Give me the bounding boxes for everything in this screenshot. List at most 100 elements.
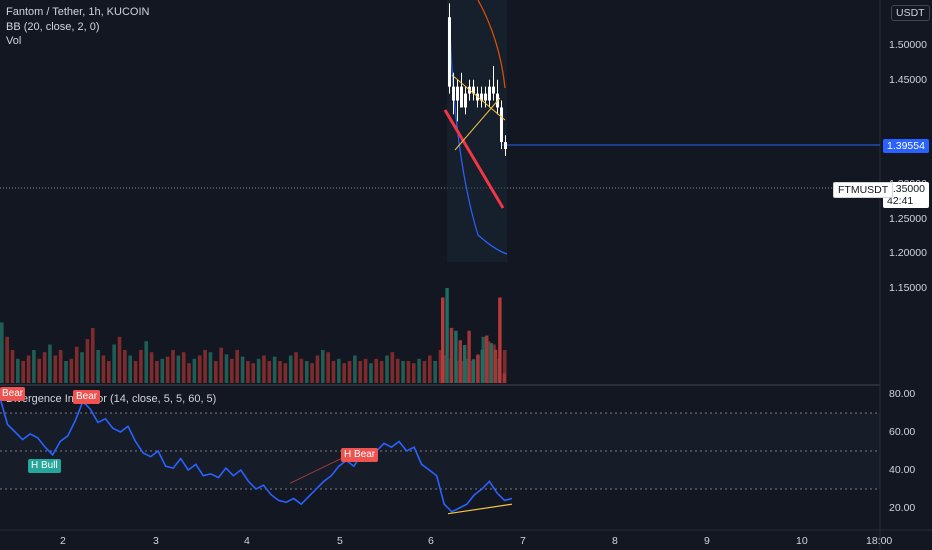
volume-bar <box>294 352 298 383</box>
volume-bar <box>498 297 502 383</box>
volume-bar <box>37 358 42 383</box>
volume-bar <box>224 354 229 383</box>
volume-bar <box>337 358 341 383</box>
price-tick-label: 1.45000 <box>889 73 927 86</box>
red-trend-line <box>443 109 505 209</box>
volume-bar <box>219 347 223 383</box>
time-tick-label: 2 <box>60 535 66 547</box>
volume-bar <box>246 361 250 383</box>
volume-bar <box>401 361 405 383</box>
volume-bar <box>502 373 506 383</box>
volume-bar <box>331 361 336 383</box>
symbol-price-label: FTMUSDT <box>833 182 894 198</box>
volume-bar <box>240 356 245 383</box>
candle-body <box>504 142 507 150</box>
volume-bar <box>445 288 449 383</box>
candle-body <box>484 93 487 101</box>
volume-bar <box>438 350 443 383</box>
oscillator-tick-label: 40.00 <box>889 464 916 476</box>
volume-bar <box>26 355 31 383</box>
vol-indicator-label[interactable]: Vol <box>6 35 22 47</box>
volume-bar <box>465 358 470 383</box>
volume-bar <box>458 340 462 383</box>
volume-bar <box>197 355 202 383</box>
trend-drawings <box>443 74 506 209</box>
volume-bar <box>358 361 363 383</box>
volume-bar <box>486 341 491 383</box>
symbol-title: Fantom / Tether, 1h, KUCOIN <box>6 6 150 18</box>
volume-bar <box>283 363 288 383</box>
volume-bar <box>149 352 154 383</box>
candle-body <box>488 86 491 101</box>
volume-bar <box>16 358 20 383</box>
volume-bar <box>449 327 454 383</box>
volume-bar <box>230 358 234 383</box>
volume-bar <box>267 361 272 383</box>
volume-bar <box>411 363 416 383</box>
candle-body <box>472 86 475 94</box>
candle-body <box>464 93 467 108</box>
currency-button[interactable]: USDT <box>891 5 930 21</box>
volume-bar <box>48 344 52 383</box>
volume-bar <box>64 361 68 383</box>
current-price-value: 1.35000 <box>887 183 925 195</box>
time-tick-label: 4 <box>244 535 250 547</box>
volume-bar <box>107 361 111 383</box>
bb-indicator-label[interactable]: BB (20, close, 2, 0) <box>6 21 100 33</box>
volume-bar <box>288 355 293 383</box>
volume-bar <box>53 355 58 383</box>
volume-bar <box>80 352 84 383</box>
price-tick-label: 1.25000 <box>889 212 927 225</box>
volume-bar <box>347 361 352 383</box>
volume-bar <box>353 355 357 383</box>
volume-bar <box>454 330 458 383</box>
volume-bar <box>32 350 36 383</box>
volume-bar <box>203 350 207 383</box>
volume-bar <box>342 363 346 383</box>
candle-body <box>456 86 459 101</box>
volume-bar <box>422 361 427 383</box>
volume-bar <box>395 358 400 383</box>
price-tick-label: 1.20000 <box>889 247 927 260</box>
volume-bar <box>299 358 304 383</box>
hidden-bear-label: H Bear <box>341 448 379 462</box>
volume-bar <box>363 358 368 383</box>
hidden-bull-label: H Bull <box>28 459 61 473</box>
volume-bar <box>192 358 197 383</box>
candle-body <box>460 86 463 108</box>
wedge-upper-line <box>451 74 506 121</box>
volume-bar <box>369 363 373 383</box>
volume-bar <box>5 336 9 383</box>
oscillator-tick-label: 60.00 <box>889 426 916 438</box>
price-tick-label: 1.50000 <box>889 39 927 51</box>
volume-bar <box>315 355 320 383</box>
volume-bar <box>214 361 218 383</box>
candle-body <box>452 86 455 101</box>
volume-bar <box>21 361 25 383</box>
horizontal-line-price-tag: 1.39554 <box>883 139 929 153</box>
volume-bar <box>74 346 79 383</box>
bb-upper-band <box>477 0 506 89</box>
candle-body <box>500 107 503 143</box>
volume-bar <box>428 355 432 383</box>
volume-bar <box>385 355 389 383</box>
volume-bar <box>165 356 170 383</box>
time-tick-label: 18:00 <box>866 535 893 547</box>
volume-bar <box>326 352 330 383</box>
volume-bar <box>42 352 47 383</box>
candle-body <box>492 86 495 94</box>
price-tick-label: 1.15000 <box>889 281 927 294</box>
divergence-indicator-label[interactable]: Divergence Indicator (14, close, 5, 5, 6… <box>6 393 217 405</box>
bear-divergence-line <box>289 456 346 484</box>
volume-bar <box>379 361 384 383</box>
rsi-line <box>0 397 513 513</box>
volume-bar <box>128 355 132 383</box>
volume-bar <box>10 350 15 383</box>
volume-bar <box>310 363 314 383</box>
volume-bar <box>117 336 122 383</box>
volume-bar <box>256 358 261 383</box>
volume-bar <box>112 344 116 383</box>
volume-bar <box>181 352 186 383</box>
volume-bar <box>476 354 480 383</box>
